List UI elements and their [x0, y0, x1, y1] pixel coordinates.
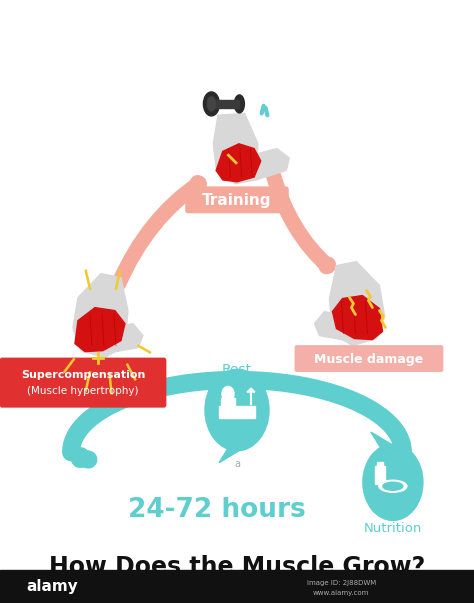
Bar: [0, 570, 474, 603]
Text: Image ID: 2J88DWM: Image ID: 2J88DWM: [307, 580, 376, 586]
Polygon shape: [314, 312, 384, 341]
Polygon shape: [219, 447, 239, 463]
Bar: [211, 100, 239, 108]
FancyBboxPatch shape: [0, 358, 166, 408]
Ellipse shape: [208, 97, 215, 111]
Text: a: a: [234, 459, 240, 469]
Bar: [377, 463, 383, 469]
FancyArrowPatch shape: [80, 456, 89, 459]
Circle shape: [205, 369, 269, 451]
Ellipse shape: [235, 95, 245, 113]
Polygon shape: [329, 262, 384, 346]
Bar: [219, 406, 255, 418]
Polygon shape: [371, 432, 391, 448]
Polygon shape: [213, 113, 258, 184]
Ellipse shape: [383, 482, 403, 490]
Bar: [221, 398, 235, 408]
FancyArrowPatch shape: [274, 177, 328, 267]
Text: Training: Training: [202, 194, 272, 208]
Polygon shape: [73, 274, 128, 358]
Text: Muscle damage: Muscle damage: [314, 353, 424, 366]
Text: www.alamy.com: www.alamy.com: [313, 590, 369, 596]
Text: Nutrition: Nutrition: [364, 522, 422, 535]
Bar: [375, 466, 385, 484]
FancyBboxPatch shape: [294, 345, 443, 372]
Circle shape: [222, 387, 234, 402]
Polygon shape: [235, 148, 289, 180]
Ellipse shape: [379, 480, 407, 492]
Polygon shape: [247, 388, 255, 392]
Polygon shape: [73, 324, 143, 353]
Text: How Does the Muscle Grow?: How Does the Muscle Grow?: [49, 555, 425, 579]
FancyBboxPatch shape: [185, 186, 289, 213]
Text: Rest: Rest: [222, 363, 252, 377]
Polygon shape: [332, 295, 383, 339]
Text: alamy: alamy: [26, 579, 78, 595]
Text: (Muscle hypertrophy): (Muscle hypertrophy): [27, 386, 139, 396]
FancyArrowPatch shape: [119, 183, 199, 283]
Polygon shape: [75, 308, 125, 352]
Text: 24-72 hours: 24-72 hours: [128, 497, 306, 523]
Circle shape: [363, 444, 423, 520]
Polygon shape: [216, 144, 261, 182]
Text: Supercompensation: Supercompensation: [21, 370, 145, 380]
Ellipse shape: [203, 92, 219, 116]
